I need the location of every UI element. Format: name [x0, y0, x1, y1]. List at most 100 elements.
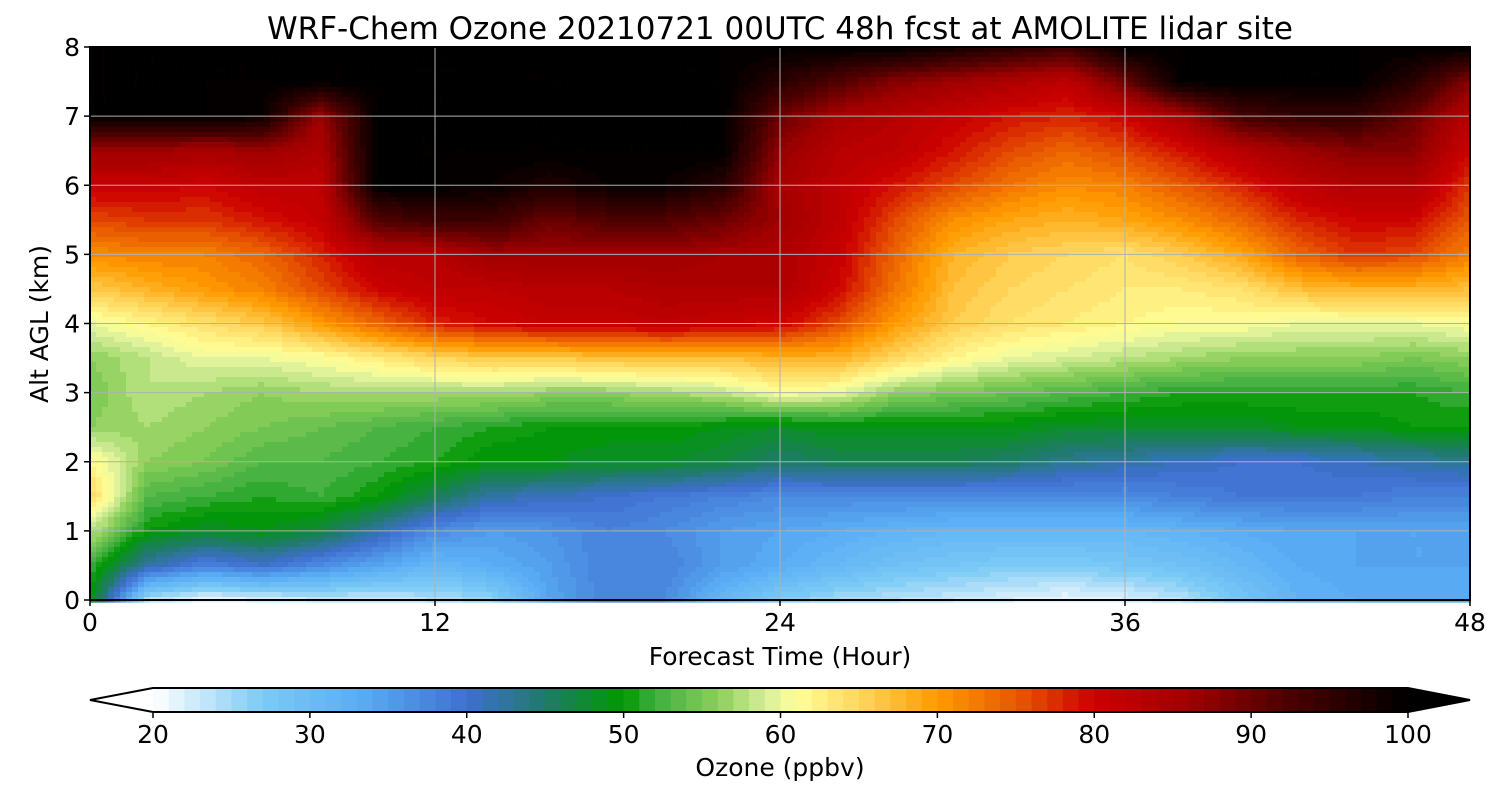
heatmap-cell	[1020, 92, 1027, 98]
heatmap-cell	[750, 132, 757, 138]
heatmap-cell	[1098, 122, 1105, 128]
heatmap-cell	[540, 152, 547, 158]
heatmap-cell	[522, 117, 529, 123]
heatmap-cell	[1386, 87, 1393, 93]
heatmap-cell	[1272, 147, 1279, 153]
heatmap-cell	[1278, 72, 1285, 78]
heatmap-cell	[1278, 147, 1285, 153]
heatmap-cell	[1092, 87, 1099, 93]
heatmap-cell	[576, 142, 583, 148]
heatmap-cell	[150, 47, 157, 53]
heatmap-cell	[456, 97, 463, 103]
heatmap-cell	[480, 77, 487, 83]
heatmap-cell	[1302, 77, 1309, 83]
heatmap-cell	[534, 72, 541, 78]
heatmap-cell	[1158, 102, 1165, 108]
heatmap-cell	[1314, 107, 1321, 113]
heatmap-cell	[198, 112, 205, 118]
heatmap-cell	[1398, 147, 1405, 153]
heatmap-cell	[978, 147, 985, 153]
heatmap-cell	[912, 62, 919, 68]
heatmap-cell	[1278, 122, 1285, 128]
heatmap-cell	[1266, 57, 1273, 63]
heatmap-cell	[1014, 147, 1021, 153]
heatmap-cell	[1044, 67, 1051, 73]
heatmap-cell	[816, 47, 823, 53]
heatmap-cell	[336, 147, 343, 153]
heatmap-cell	[738, 127, 745, 133]
heatmap-cell	[1098, 127, 1105, 133]
heatmap-cell	[660, 87, 667, 93]
heatmap-cell	[606, 52, 613, 58]
heatmap-cell	[1128, 92, 1135, 98]
heatmap-cell	[714, 107, 721, 113]
heatmap-cell	[504, 87, 511, 93]
heatmap-cell	[1458, 57, 1465, 63]
heatmap-cell	[1104, 72, 1111, 78]
heatmap-cell	[1044, 57, 1051, 63]
heatmap-cell	[1254, 147, 1261, 153]
heatmap-cell	[1038, 47, 1045, 53]
heatmap-cell	[930, 52, 937, 58]
heatmap-cell	[228, 57, 235, 63]
heatmap-cell	[1278, 62, 1285, 68]
heatmap-cell	[1170, 147, 1177, 153]
heatmap-cell	[1296, 137, 1303, 143]
heatmap-cell	[168, 127, 175, 133]
heatmap-cell	[1428, 107, 1435, 113]
heatmap-cell	[906, 62, 913, 68]
heatmap-cell	[642, 57, 649, 63]
heatmap-cell	[150, 57, 157, 63]
heatmap-cell	[1368, 127, 1375, 133]
heatmap-cell	[216, 77, 223, 83]
heatmap-cell	[1212, 102, 1219, 108]
heatmap-cell	[438, 142, 445, 148]
heatmap-cell	[126, 122, 133, 128]
heatmap-cell	[516, 77, 523, 83]
heatmap-cell	[552, 72, 559, 78]
heatmap-cell	[276, 82, 283, 88]
heatmap-cell	[1200, 62, 1207, 68]
heatmap-cell	[1128, 82, 1135, 88]
heatmap-cell	[228, 62, 235, 68]
heatmap-cell	[354, 72, 361, 78]
heatmap-cell	[222, 147, 229, 153]
heatmap-cell	[582, 117, 589, 123]
heatmap-cell	[264, 72, 271, 78]
heatmap-cell	[1134, 142, 1141, 148]
heatmap-cell	[510, 147, 517, 153]
heatmap-cell	[354, 137, 361, 143]
heatmap-cell	[1314, 102, 1321, 108]
heatmap-cell	[498, 102, 505, 108]
heatmap-cell	[882, 77, 889, 83]
heatmap-cell	[810, 122, 817, 128]
heatmap-cell	[1062, 92, 1069, 98]
heatmap-cell	[1098, 147, 1105, 153]
heatmap-cell	[138, 142, 145, 148]
heatmap-cell	[324, 142, 331, 148]
heatmap-cell	[1254, 107, 1261, 113]
heatmap-cell	[894, 102, 901, 108]
heatmap-cell	[1050, 107, 1057, 113]
heatmap-cell	[204, 47, 211, 53]
heatmap-cell	[504, 102, 511, 108]
heatmap-cell	[480, 67, 487, 73]
heatmap-cell	[1314, 87, 1321, 93]
heatmap-cell	[720, 67, 727, 73]
heatmap-cell	[1146, 132, 1153, 138]
heatmap-cell	[210, 97, 217, 103]
heatmap-cell	[1242, 142, 1249, 148]
heatmap-cell	[798, 92, 805, 98]
heatmap-cell	[1032, 142, 1039, 148]
heatmap-cell	[258, 62, 265, 68]
heatmap-cell	[690, 102, 697, 108]
heatmap-cell	[1116, 117, 1123, 123]
heatmap-cell	[762, 127, 769, 133]
heatmap-cell	[984, 147, 991, 153]
heatmap-cell	[1374, 102, 1381, 108]
heatmap-cell	[894, 137, 901, 143]
heatmap-cell	[294, 52, 301, 58]
heatmap-cell	[618, 107, 625, 113]
heatmap-cell	[684, 62, 691, 68]
heatmap-cell	[1284, 102, 1291, 108]
